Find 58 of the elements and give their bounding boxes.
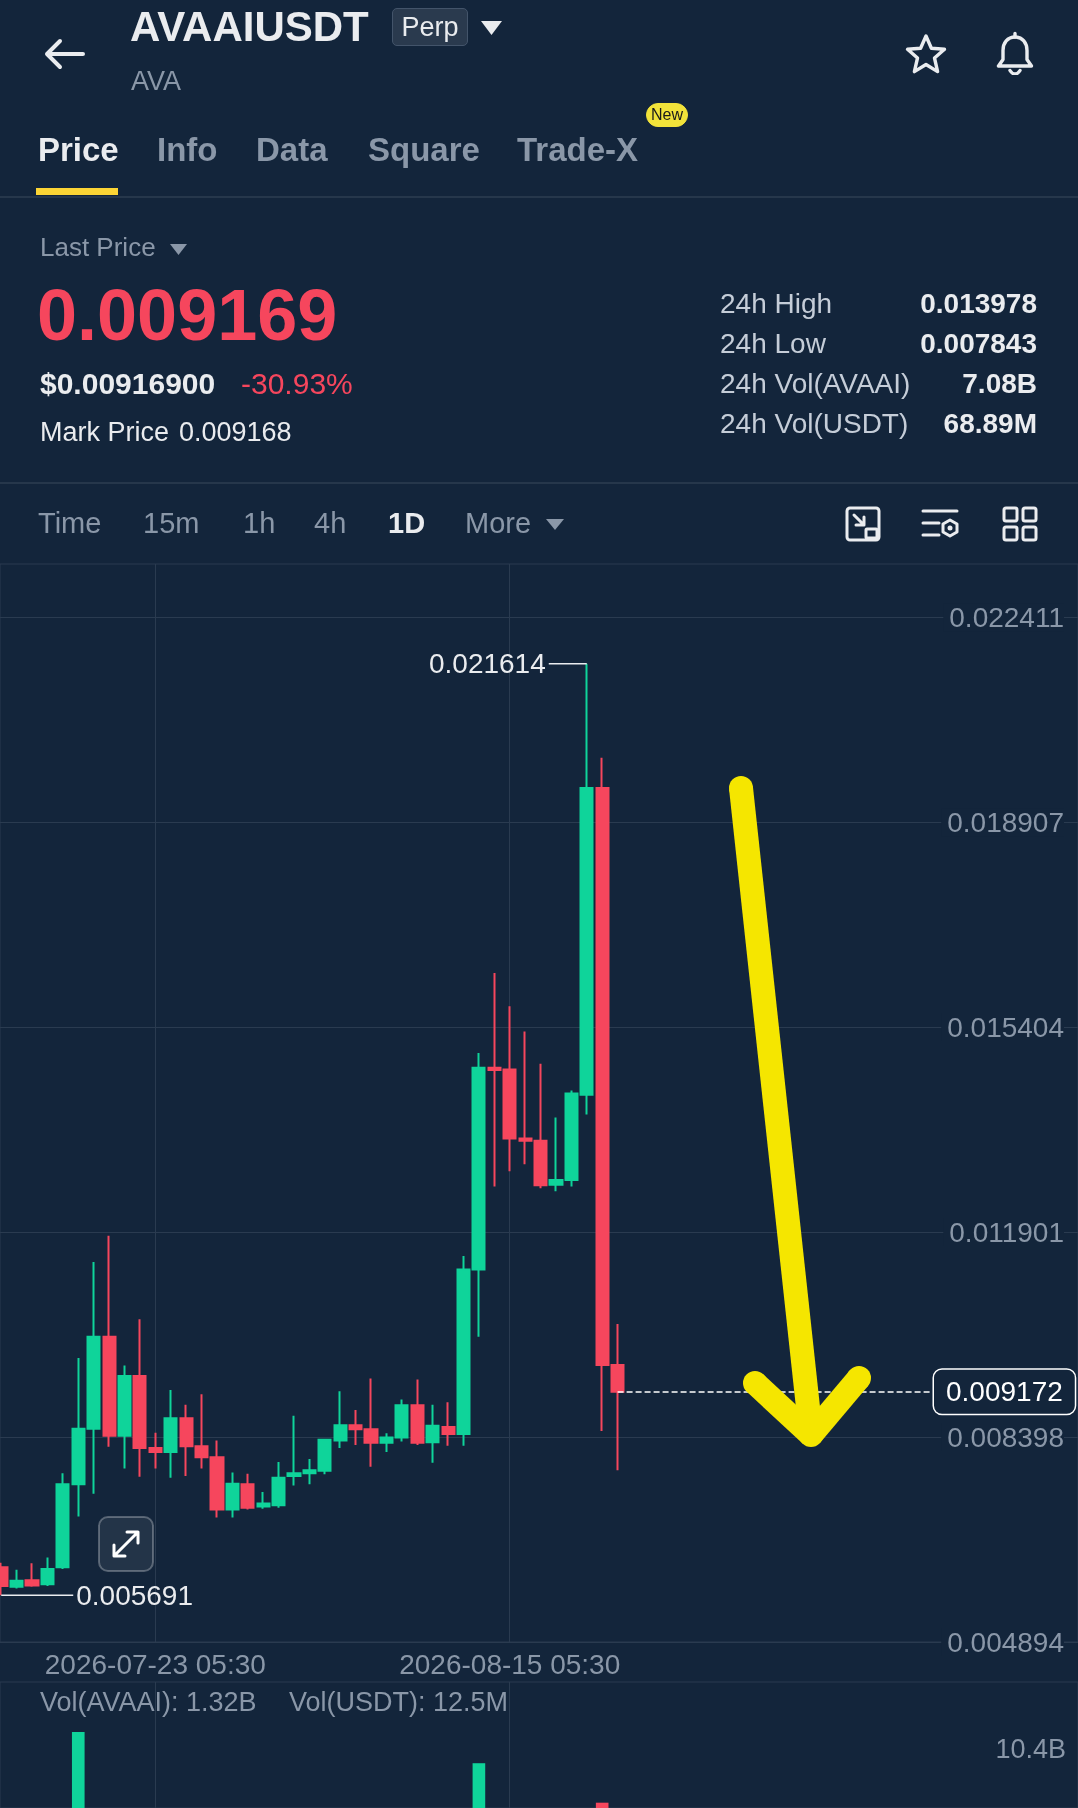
y-tick-label: 0.008398 (947, 1421, 1064, 1453)
x-tick-label: 2026-08-15 05:30 (399, 1648, 621, 1680)
text: 24h Low (720, 327, 826, 361)
candlestick (225, 1471, 240, 1519)
candlestick (410, 1378, 425, 1447)
text: 4h (314, 507, 347, 541)
text: -30.93% (241, 366, 353, 402)
annotation: 10.4B (995, 1734, 1066, 1766)
text: Mark Price (40, 417, 170, 449)
text: Time (38, 507, 102, 541)
ref-line-label: 0.009172 (946, 1376, 1063, 1408)
text: 24h Vol(USDT) (720, 407, 909, 441)
text: Vol(USDT): 12.5M (289, 1687, 509, 1719)
text: 0.013978 (920, 287, 1037, 321)
text: 0.009169 (37, 273, 338, 357)
text: 1h (243, 507, 276, 541)
badge: Perp (392, 8, 468, 46)
candlestick (40, 1556, 55, 1588)
candlestick (333, 1390, 348, 1449)
candlestick (441, 1401, 456, 1447)
candlestick (24, 1562, 40, 1588)
chart-title: AVAAIUSDT (130, 2, 369, 52)
text: 1D (388, 507, 426, 541)
text: 68.89M (943, 407, 1037, 441)
y-tick-label: 0.015404 (947, 1011, 1064, 1043)
text: Info (157, 131, 218, 169)
candlestick (102, 1234, 117, 1448)
candlestick (132, 1318, 147, 1478)
candlestick (55, 1472, 70, 1571)
text: Price (38, 131, 119, 169)
text: Trade-X (517, 131, 639, 169)
y-tick-label: 0.022411 (949, 601, 1064, 633)
candlestick (9, 1568, 24, 1590)
text: More (465, 507, 532, 541)
badge: New (646, 103, 688, 127)
y-tick-label: 0.018907 (947, 806, 1064, 838)
x-tick-label: 2026-07-23 05:30 (44, 1648, 266, 1680)
y-tick-label: 0.004894 (947, 1626, 1064, 1658)
text: 24h Vol(AVAAI) (720, 367, 911, 401)
candlestick (117, 1364, 132, 1470)
text: Last Price (40, 232, 156, 263)
y-tick-label: 0.011901 (949, 1216, 1064, 1248)
candlestick (425, 1403, 440, 1464)
text: Vol(AVAAI): 1.32B (40, 1687, 257, 1719)
text: Data (256, 131, 328, 169)
text: 15m (143, 507, 200, 541)
text: 0.007843 (920, 327, 1037, 361)
candlestick (240, 1472, 255, 1511)
candlestick (148, 1431, 163, 1470)
chart-subtitle: AVA (131, 66, 182, 98)
text: Square (368, 131, 480, 169)
text: 24h High (720, 287, 833, 321)
text: $0.00916900 (40, 366, 216, 402)
text: 7.08B (962, 367, 1037, 401)
annotation: 0.021614 (428, 648, 546, 680)
candlestick (163, 1389, 178, 1479)
text: 0.009168 (179, 417, 292, 449)
annotation: 0.005691 (76, 1579, 194, 1611)
